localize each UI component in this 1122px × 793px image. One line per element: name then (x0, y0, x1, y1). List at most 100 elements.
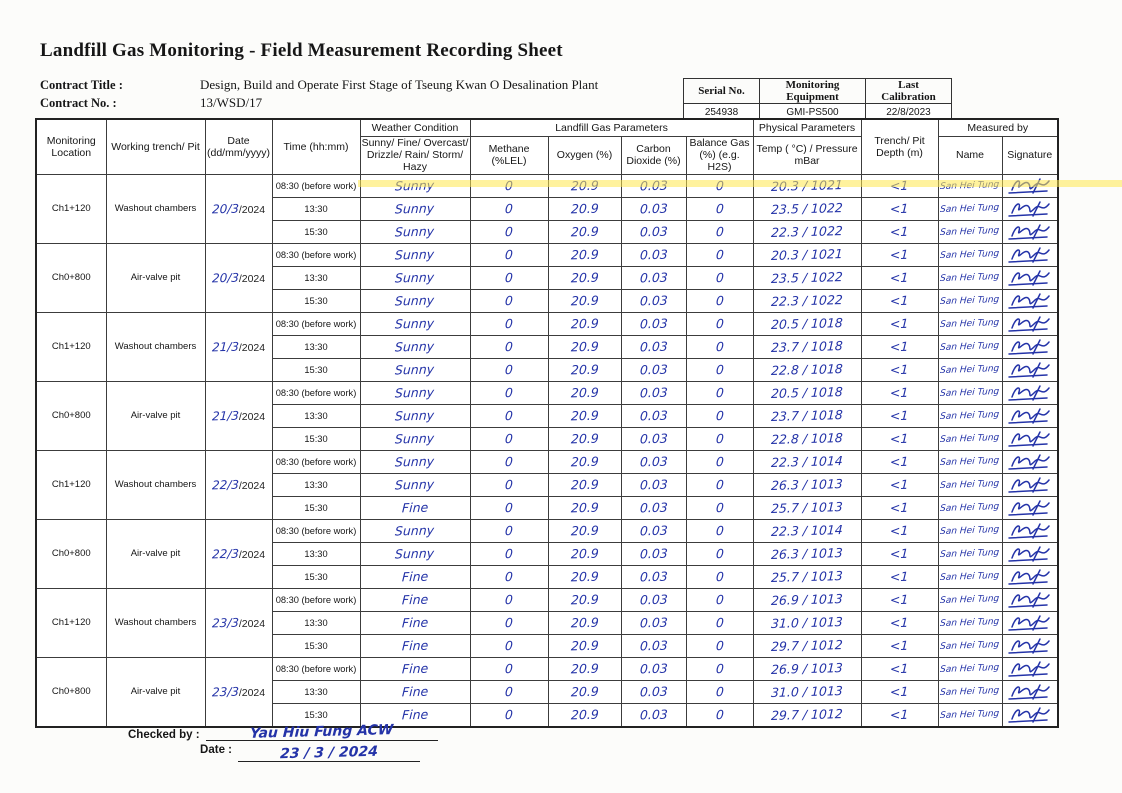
cell-weather: Sunny (359, 518, 471, 543)
cell-co2: 0.03 (620, 426, 687, 451)
cell-temp-pressure: 20.5 / 1018 (752, 311, 862, 336)
cell-temp-pressure: 20.5 / 1018 (752, 380, 862, 405)
cell-temp-pressure: 29.7 / 1012 (752, 702, 862, 727)
cell-oxygen-handwritten: 20.9 (570, 453, 599, 470)
cell-methane: 0 (469, 288, 549, 313)
cell-weather: Sunny (359, 219, 471, 244)
cell-co2: 0.03 (620, 219, 687, 244)
cell-time: 15:30 (271, 702, 361, 727)
cell-methane-handwritten: 0 (504, 269, 514, 286)
cell-working-trench: Washout chambers (105, 311, 206, 382)
cell-depth-handwritten: <1 (889, 361, 910, 378)
cell-balance: 0 (685, 472, 754, 497)
cell-weather-handwritten: Sunny (395, 522, 435, 539)
cell-depth: <1 (860, 426, 939, 451)
cell-co2: 0.03 (620, 357, 687, 382)
cell-co2-handwritten: 0.03 (639, 361, 668, 378)
cell-balance: 0 (685, 196, 754, 221)
cell-name-handwritten: San Hei Tung (940, 386, 1000, 400)
cell-depth-handwritten: <1 (889, 453, 910, 470)
cell-monitoring-location: Ch0+800 (35, 380, 107, 451)
cell-depth: <1 (860, 449, 939, 474)
cell-time: 08:30 (before work) (271, 518, 361, 543)
cell-name: San Hei Tung (937, 288, 1003, 313)
col-header-balance: Balance Gas (%) (e.g. H2S) (685, 135, 754, 175)
cell-co2: 0.03 (620, 633, 687, 658)
date-preprinted: /2024 (238, 548, 266, 561)
cell-co2: 0.03 (620, 679, 687, 704)
cell-working-trench: Air-valve pit (105, 242, 206, 313)
cell-temp-pressure: 31.0 / 1013 (752, 610, 862, 635)
cell-balance: 0 (685, 610, 754, 635)
date-preprinted: /2024 (238, 617, 266, 630)
cell-co2: 0.03 (620, 449, 687, 474)
cell-monitoring-location: Ch1+120 (35, 587, 107, 658)
cell-co2: 0.03 (620, 564, 687, 589)
cell-temp-pressure: 29.7 / 1012 (752, 633, 862, 658)
cell-balance-handwritten: 0 (715, 637, 724, 654)
cell-name-handwritten: San Hei Tung (940, 685, 1000, 699)
cell-balance: 0 (685, 380, 754, 405)
cell-depth: <1 (860, 564, 939, 589)
cell-weather-handwritten: Sunny (395, 453, 435, 470)
record-row: 13:30 Sunny 0 20.9 0.03 0 26.3 / 1013 <1 San Hei… (36, 472, 1059, 497)
cell-depth-handwritten: <1 (889, 223, 910, 240)
cell-temp-pressure: 26.3 / 1013 (752, 541, 862, 566)
cell-oxygen: 20.9 (547, 495, 622, 520)
cell-temp-pressure-handwritten: 22.8 / 1018 (770, 430, 844, 447)
cell-temp-pressure-handwritten: 20.3 / 1021 (770, 177, 844, 194)
cell-methane-handwritten: 0 (504, 315, 514, 332)
cell-depth: <1 (860, 403, 939, 428)
cell-time: 08:30 (before work) (271, 587, 361, 612)
cell-time: 13:30 (271, 472, 361, 497)
cell-oxygen: 20.9 (547, 357, 622, 382)
cell-signature (1001, 334, 1059, 359)
cell-balance: 0 (685, 219, 754, 244)
cell-temp-pressure: 22.3 / 1022 (752, 219, 862, 244)
cell-time: 15:30 (271, 219, 361, 244)
cell-oxygen: 20.9 (547, 564, 622, 589)
cell-balance-handwritten: 0 (715, 292, 724, 309)
cell-co2: 0.03 (620, 702, 687, 727)
cell-balance: 0 (685, 242, 754, 267)
cell-name: San Hei Tung (937, 518, 1003, 543)
cell-balance-handwritten: 0 (715, 499, 724, 516)
record-row: Ch0+800 Air-valve pit 21/3/2024 08:30 (befo… (35, 380, 1059, 451)
record-row: Ch0+800 Air-valve pit 23/3/2024 08:30 (befo… (35, 656, 1059, 727)
signature-scribble (1008, 637, 1050, 654)
cell-date: 20/3/2024 (204, 242, 273, 313)
cell-name: San Hei Tung (937, 610, 1003, 635)
cell-time: 13:30 (271, 334, 361, 359)
cell-time: 13:30 (271, 403, 361, 428)
page-title: Landfill Gas Monitoring - Field Measurem… (40, 40, 563, 61)
cell-oxygen-handwritten: 20.9 (570, 637, 599, 654)
date-preprinted: /2024 (238, 341, 266, 354)
cell-temp-pressure: 23.7 / 1018 (752, 403, 862, 428)
cell-depth-handwritten: <1 (889, 246, 910, 263)
cell-weather: Sunny (359, 541, 471, 566)
cell-name: San Hei Tung (937, 311, 1003, 336)
cell-balance: 0 (685, 679, 754, 704)
cell-signature (1001, 219, 1059, 244)
cell-methane-handwritten: 0 (504, 430, 514, 447)
cell-temp-pressure-handwritten: 23.5 / 1022 (770, 200, 844, 217)
cell-temp-pressure-handwritten: 23.7 / 1018 (770, 338, 844, 355)
cell-oxygen: 20.9 (547, 449, 622, 474)
cell-depth-handwritten: <1 (889, 522, 910, 539)
cell-working-trench: Air-valve pit (105, 656, 206, 727)
cell-name: San Hei Tung (937, 449, 1003, 474)
cell-date: 20/3/2024 (204, 173, 273, 244)
cell-oxygen: 20.9 (547, 426, 622, 451)
cell-temp-pressure: 22.3 / 1014 (752, 518, 862, 543)
cell-balance-handwritten: 0 (715, 269, 724, 286)
cell-balance-handwritten: 0 (715, 407, 724, 424)
cell-oxygen-handwritten: 20.9 (570, 361, 599, 378)
date-preprinted: /2024 (238, 686, 266, 699)
cell-methane: 0 (469, 679, 549, 704)
cell-oxygen: 20.9 (547, 334, 622, 359)
cell-depth-handwritten: <1 (889, 407, 910, 424)
cell-methane: 0 (469, 173, 549, 198)
cell-weather-handwritten: Sunny (395, 338, 435, 355)
cell-name-handwritten: San Hei Tung (940, 248, 1000, 262)
cell-oxygen-handwritten: 20.9 (570, 614, 599, 631)
